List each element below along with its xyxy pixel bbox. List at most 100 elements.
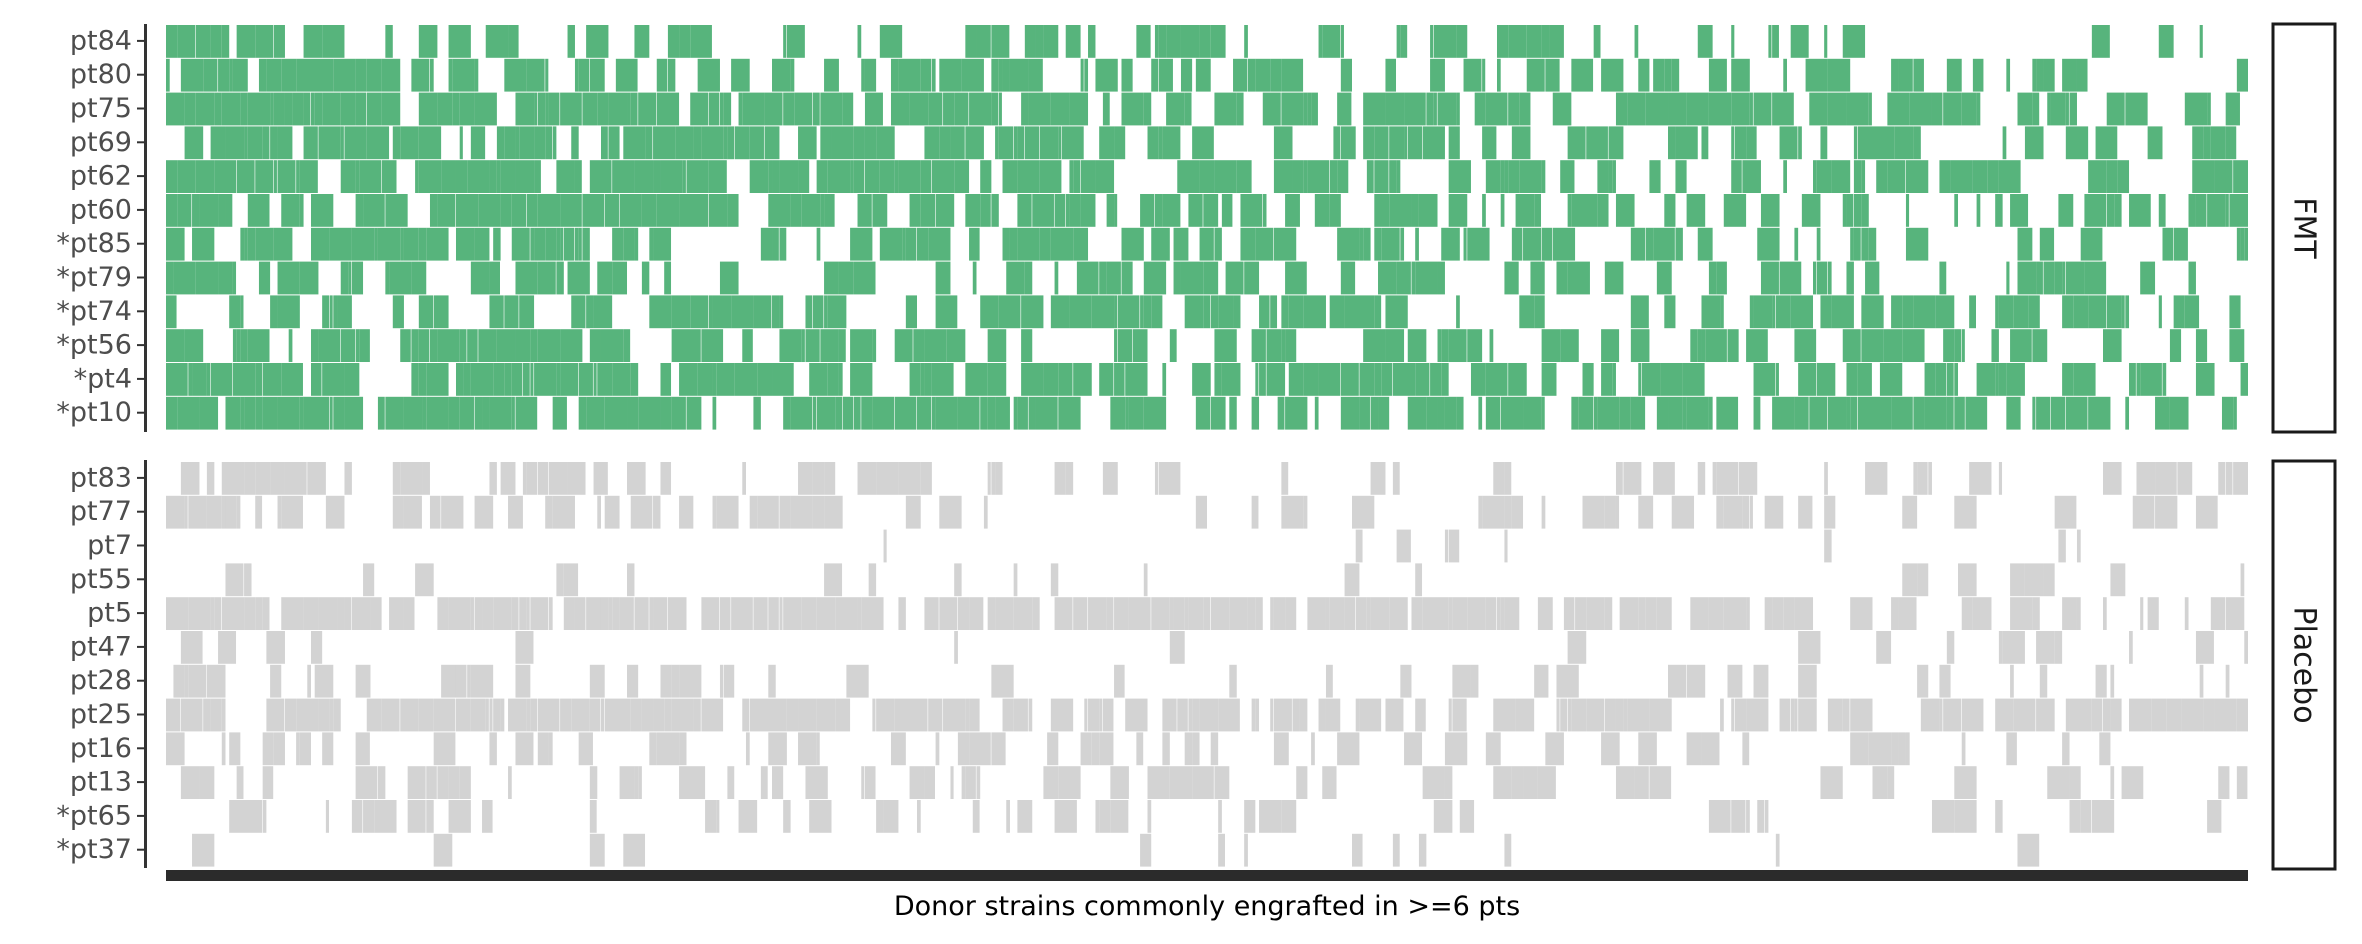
- heatmap-cell: [801, 194, 821, 227]
- heatmap-cell: [318, 329, 341, 362]
- heatmap-cell: [1523, 396, 1542, 430]
- heatmap-cell: [1746, 597, 1750, 630]
- heatmap-cell: [627, 563, 635, 597]
- heatmap-cell: [1463, 58, 1482, 92]
- heatmap-cell: [1073, 363, 1092, 396]
- heatmap-cell: [474, 227, 490, 261]
- heatmap-cell: [1749, 295, 1754, 329]
- heatmap-cell: [965, 363, 988, 396]
- heatmap-cell: [779, 160, 799, 193]
- heatmap-cell: [218, 58, 230, 92]
- heatmap-cell: [545, 227, 557, 261]
- heatmap-cell: [1430, 363, 1442, 396]
- heatmap-cell: [1244, 261, 1260, 295]
- heatmap-cell: [1009, 58, 1029, 92]
- heatmap-cell: [1210, 396, 1226, 430]
- heatmap-cell: [556, 160, 575, 193]
- heatmap-cell: [586, 597, 601, 630]
- heatmap-cell: [1496, 58, 1501, 92]
- heatmap-cell: [2236, 227, 2241, 261]
- heatmap-cell: [879, 160, 895, 193]
- heatmap-cell: [1121, 92, 1144, 126]
- heatmap-cell: [1604, 495, 1616, 529]
- heatmap-cell: [303, 126, 318, 160]
- heatmap-cell: [1850, 227, 1854, 261]
- heatmap-cell: [247, 126, 263, 160]
- heatmap-cell: [545, 58, 549, 92]
- heatmap-cell: [593, 462, 608, 495]
- heatmap-cell: [816, 160, 828, 193]
- y-tick-label: *pt56: [56, 330, 132, 361]
- heatmap-cell: [452, 58, 456, 92]
- heatmap-cell: [779, 597, 783, 630]
- heatmap-cell: [2218, 766, 2230, 799]
- heatmap-cell: [1556, 664, 1579, 698]
- heatmap-cell: [311, 597, 319, 630]
- heatmap-cell: [474, 495, 494, 529]
- heatmap-cell: [950, 766, 954, 799]
- heatmap-cell: [2047, 92, 2051, 126]
- heatmap-cell: [1924, 396, 1947, 430]
- heatmap-cell: [1865, 261, 1880, 295]
- heatmap-cell: [1846, 261, 1854, 295]
- heatmap-cell: [392, 295, 404, 329]
- heatmap-cell: [2036, 58, 2044, 92]
- heatmap-cell: [1798, 363, 1817, 396]
- heatmap-cell: [1891, 732, 1899, 766]
- heatmap-cell: [1218, 833, 1225, 867]
- heatmap-cell: [1303, 495, 1308, 529]
- heatmap-cell: [1374, 363, 1382, 396]
- heatmap-cell: [1727, 664, 1743, 698]
- heatmap-cell: [920, 58, 932, 92]
- heatmap-cell: [1229, 396, 1237, 430]
- heatmap-cell: [1099, 363, 1114, 396]
- heatmap-cell: [1824, 25, 1828, 58]
- heatmap-cell: [727, 194, 739, 227]
- heatmap-cell: [1742, 732, 1750, 766]
- heatmap-cell: [2121, 766, 2144, 799]
- heatmap-cell: [455, 160, 468, 193]
- heatmap-cell: [894, 396, 917, 430]
- heatmap-cell: [166, 261, 174, 295]
- heatmap-cell: [1976, 363, 1996, 396]
- heatmap-cell: [2236, 766, 2248, 799]
- heatmap-cell: [1931, 92, 1943, 126]
- heatmap-cell: [515, 664, 531, 698]
- heatmap-cell: [429, 495, 441, 529]
- heatmap-cell: [831, 261, 839, 295]
- heatmap-cell: [2184, 92, 2208, 126]
- heatmap-cell: [987, 597, 996, 630]
- heatmap-cell: [284, 698, 297, 732]
- heatmap-cell: [824, 495, 843, 529]
- heatmap-cell: [1816, 160, 1832, 193]
- heatmap-cell: [2032, 597, 2040, 630]
- heatmap-cell: [560, 92, 582, 126]
- heatmap-cell: [1385, 58, 1397, 92]
- heatmap-cell: [816, 396, 836, 430]
- heatmap-cell: [980, 396, 988, 430]
- heatmap-cell: [1671, 58, 1680, 92]
- heatmap-cell: [221, 732, 226, 766]
- heatmap-cell: [1586, 698, 1605, 732]
- heatmap-cell: [500, 160, 516, 193]
- heatmap-cell: [418, 698, 434, 732]
- heatmap-cell: [619, 766, 635, 799]
- heatmap-cell: [764, 126, 780, 160]
- heatmap-cell: [1905, 227, 1929, 261]
- heatmap-cell: [1463, 227, 1467, 261]
- heatmap-cell: [500, 698, 505, 732]
- heatmap-cell: [255, 597, 263, 630]
- heatmap-cell: [1757, 800, 1765, 833]
- heatmap-cell: [905, 295, 917, 329]
- heatmap-cell: [1627, 698, 1650, 732]
- heatmap-cell: [1314, 194, 1330, 227]
- heatmap-cell: [448, 597, 471, 630]
- heatmap-cell: [1887, 92, 1910, 126]
- heatmap-cell: [2129, 363, 2136, 396]
- heatmap-cell: [1337, 227, 1360, 261]
- heatmap-cell: [240, 92, 248, 126]
- heatmap-cell: [2062, 261, 2066, 295]
- heatmap-cell: [1708, 261, 1717, 295]
- heatmap-cell: [311, 58, 334, 92]
- heatmap-cell: [1352, 295, 1375, 329]
